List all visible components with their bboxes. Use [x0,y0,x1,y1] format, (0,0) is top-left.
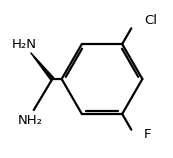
Text: H₂N: H₂N [12,38,37,51]
Text: NH₂: NH₂ [18,114,43,127]
Polygon shape [31,53,54,80]
Text: F: F [144,128,151,141]
Text: Cl: Cl [144,14,157,27]
